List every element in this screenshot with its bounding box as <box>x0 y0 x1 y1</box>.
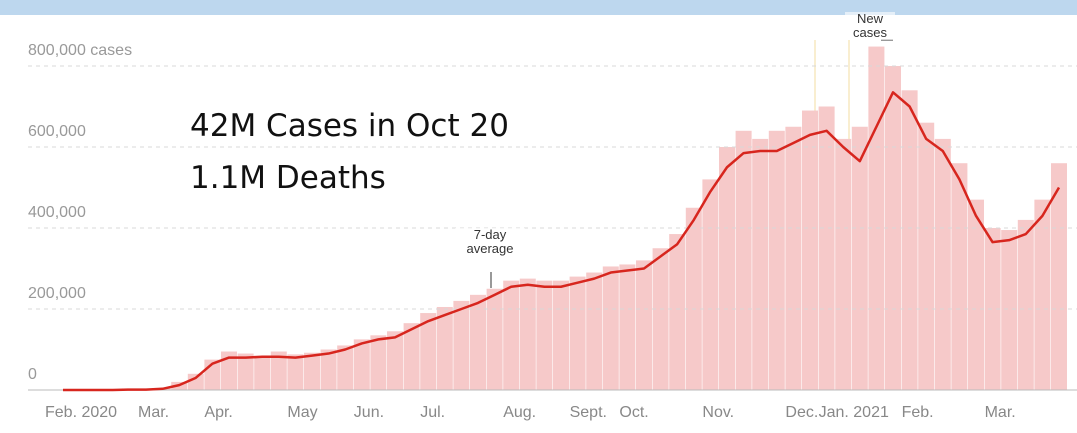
x-tick-label: Sept. <box>570 404 607 421</box>
y-tick-label: 400,000 <box>28 204 86 221</box>
bar <box>1001 230 1018 390</box>
bar <box>486 288 503 390</box>
bar <box>1034 199 1051 390</box>
bar <box>735 130 752 391</box>
bar <box>387 331 403 390</box>
bar <box>851 126 868 390</box>
bar <box>602 266 619 390</box>
bar <box>768 130 785 391</box>
x-tick-label: Oct. <box>619 404 648 421</box>
bar <box>453 300 470 390</box>
bar <box>536 280 553 390</box>
x-tick-label: Aug. <box>503 404 536 421</box>
bar <box>586 272 603 390</box>
bar <box>619 264 636 390</box>
bar <box>719 147 735 390</box>
x-tick-label: Mar. <box>138 404 169 421</box>
bar <box>1017 219 1034 390</box>
bar <box>968 199 984 390</box>
x-tick-label: Jun. <box>354 404 384 421</box>
bar <box>669 234 686 390</box>
bar <box>287 354 304 390</box>
bar <box>403 323 420 390</box>
bar <box>868 46 885 391</box>
x-tick-label: May <box>287 404 317 421</box>
bar <box>901 90 918 391</box>
bar <box>934 138 951 390</box>
bar <box>221 351 237 390</box>
bar <box>802 110 818 391</box>
bar <box>237 353 254 390</box>
bar <box>470 294 486 390</box>
bar <box>1051 163 1067 390</box>
bar <box>353 339 370 390</box>
bar <box>569 276 586 390</box>
bar <box>503 280 520 390</box>
bar <box>553 280 569 390</box>
top-band <box>0 0 1077 15</box>
bar <box>370 335 387 390</box>
bar <box>702 179 719 390</box>
y-tick-label: 200,000 <box>28 285 86 302</box>
x-tick-label: Jul. <box>420 404 445 421</box>
x-tick-label: Dec. <box>785 404 818 421</box>
bar <box>918 122 935 390</box>
bar <box>685 207 702 390</box>
bar <box>984 228 1001 390</box>
bar <box>436 306 453 390</box>
bar <box>270 351 287 390</box>
headline: 42M Cases in Oct 20 <box>190 108 509 144</box>
bar <box>636 260 652 390</box>
bar <box>785 126 802 390</box>
bar <box>187 373 204 390</box>
bar <box>752 138 769 390</box>
x-tick-label: Feb. 2020 <box>45 404 117 421</box>
x-tick-label: Feb. <box>902 404 934 421</box>
bar-annotation: New cases <box>845 12 895 40</box>
x-tick-label: Mar. <box>985 404 1016 421</box>
y-tick-label: 600,000 <box>28 123 86 140</box>
bar <box>519 278 536 390</box>
bar <box>337 345 354 390</box>
line <box>63 91 1061 392</box>
x-tick-label: Jan. 2021 <box>819 404 889 421</box>
subheadline: 1.1M Deaths <box>190 160 386 196</box>
bar <box>818 106 835 390</box>
bar <box>835 138 852 390</box>
bar <box>304 352 320 390</box>
x-tick-label: Nov. <box>702 404 734 421</box>
y-tick-label: 0 <box>28 366 37 383</box>
y-tick-label: 800,000 cases <box>28 42 132 59</box>
bar <box>254 355 271 390</box>
bar <box>652 248 669 390</box>
x-tick-label: Apr. <box>204 404 232 421</box>
bar <box>951 163 968 390</box>
bar <box>320 349 337 390</box>
bar <box>420 313 437 390</box>
line-annotation: 7-day average <box>455 228 525 256</box>
